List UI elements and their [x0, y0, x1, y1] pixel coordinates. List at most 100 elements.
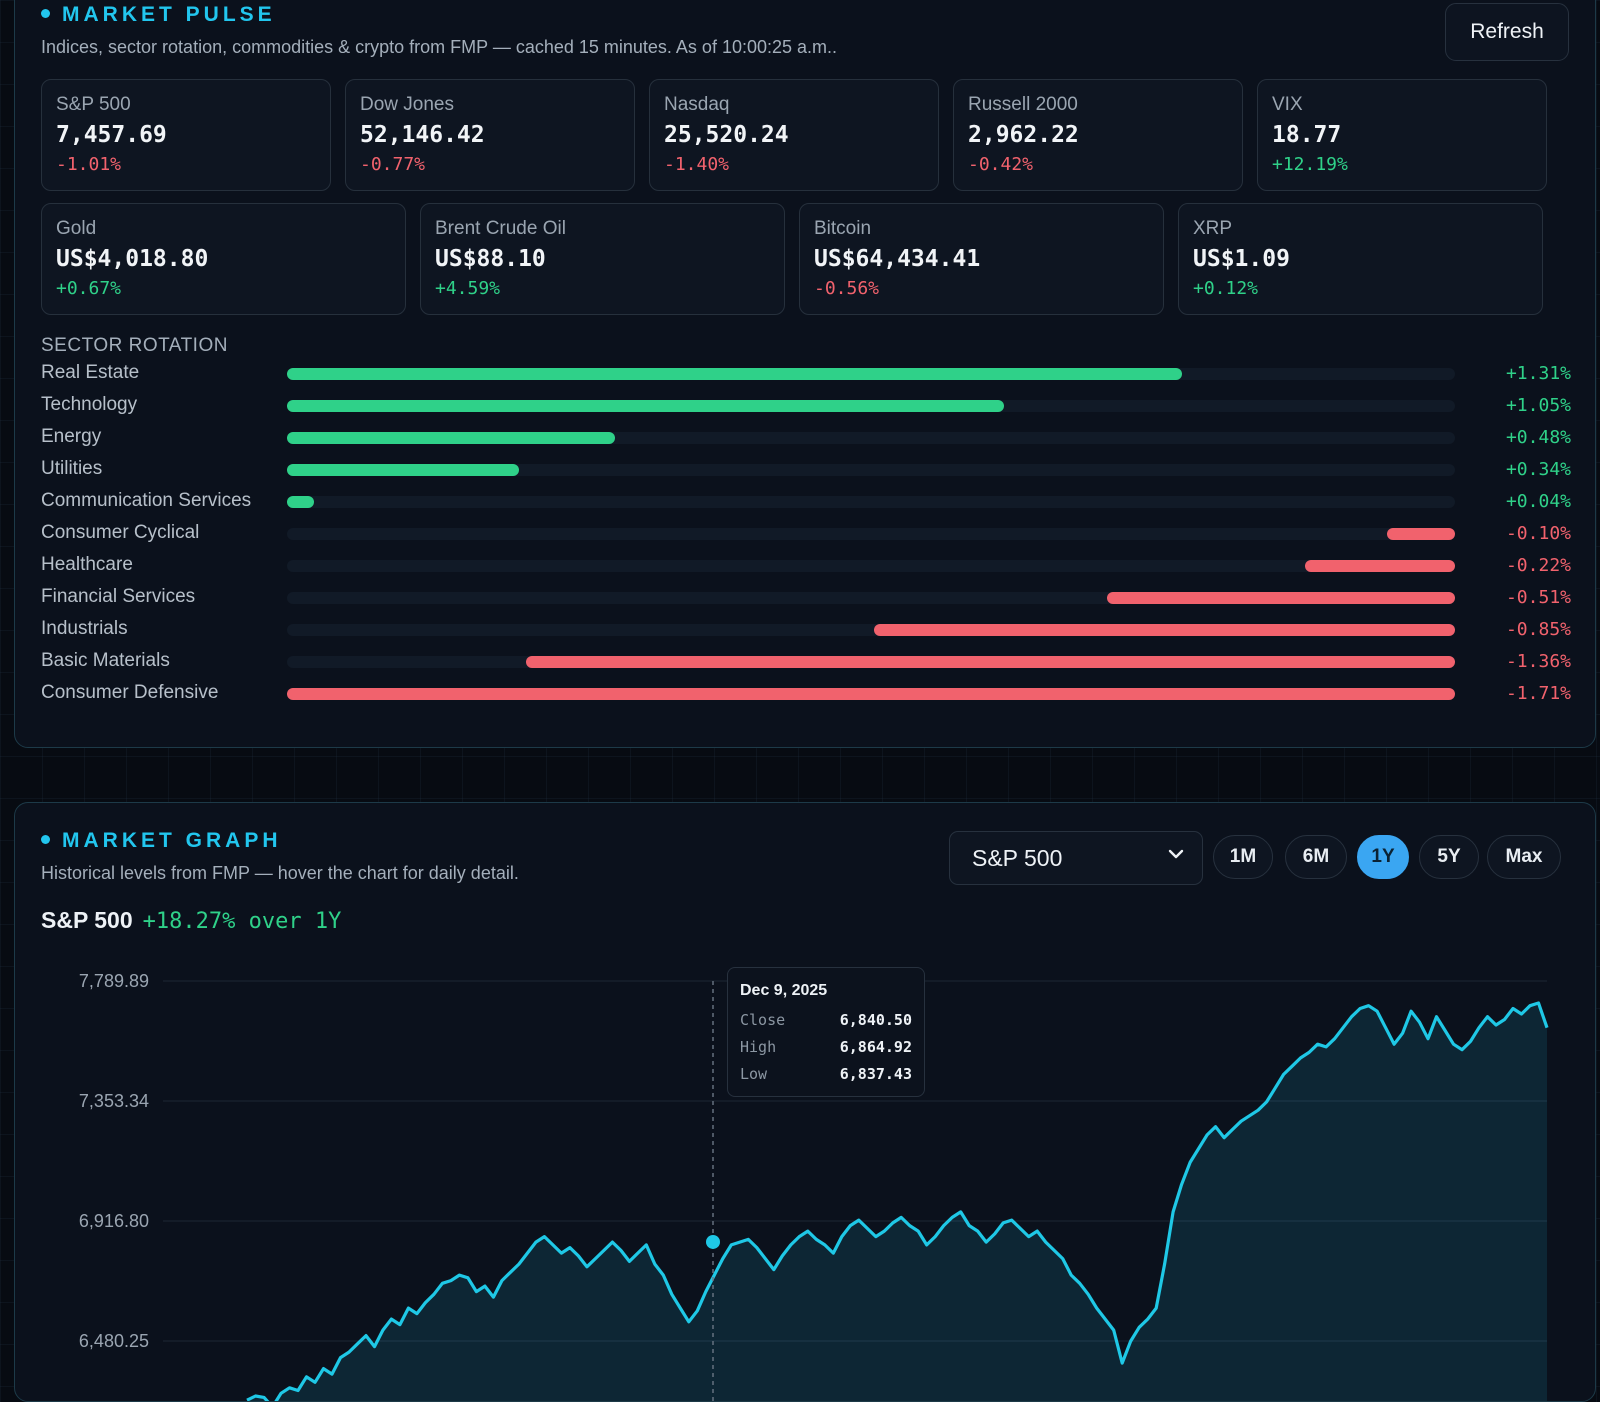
- range-button-1m[interactable]: 1M: [1213, 835, 1273, 879]
- quote-card: Brent Crude Oil US$88.10 +4.59%: [420, 203, 785, 315]
- quote-label: XRP: [1193, 218, 1233, 239]
- sector-name: Financial Services: [41, 586, 196, 607]
- quote-card: Nasdaq 25,520.24 -1.40%: [649, 79, 939, 191]
- sector-name: Industrials: [41, 618, 128, 639]
- market-pulse-title: MARKET PULSE: [41, 3, 276, 27]
- chart-tooltip: Dec 9, 2025 Close 6,840.50 High 6,864.92 L…: [727, 967, 925, 1097]
- sector-name: Communication Services: [41, 490, 252, 511]
- sector-change: -0.10%: [1505, 523, 1571, 544]
- hover-point: [706, 1234, 720, 1249]
- chart-line: [246, 1001, 1549, 1401]
- quote-label: VIX: [1272, 94, 1303, 115]
- quote-label: Bitcoin: [814, 218, 872, 239]
- quote-change: -0.42%: [968, 154, 1034, 175]
- quote-card: S&P 500 7,457.69 -1.01%: [41, 79, 331, 191]
- sector-name: Technology: [41, 394, 138, 415]
- sector-row: Communication Services +0.04%: [41, 487, 1571, 517]
- sector-change: -1.71%: [1505, 683, 1571, 704]
- sector-bar-track: [287, 496, 1455, 508]
- market-line-chart[interactable]: 7,789.89 7,353.34 6,916.80 6,480.25: [15, 803, 1595, 1401]
- chart-area: [247, 1003, 1547, 1401]
- graph-dot-icon: [41, 834, 50, 844]
- sector-change: -0.22%: [1505, 555, 1571, 576]
- sector-name: Real Estate: [41, 362, 140, 383]
- sector-bar: [287, 496, 314, 508]
- refresh-button[interactable]: Refresh: [1445, 3, 1569, 61]
- sector-bar-track: [287, 528, 1455, 540]
- quote-change: -0.56%: [814, 278, 880, 299]
- tooltip-date: Dec 9, 2025: [740, 982, 828, 999]
- quote-value: US$88.10: [435, 246, 546, 272]
- market-pulse-panel: MARKET PULSE Indices, sector rotation, c…: [14, 0, 1596, 748]
- sector-bar-track: [287, 624, 1455, 636]
- range-button-1y[interactable]: 1Y: [1357, 835, 1409, 879]
- sector-change: +1.05%: [1505, 395, 1571, 416]
- sector-name: Basic Materials: [41, 650, 170, 671]
- quote-change: +4.59%: [435, 278, 501, 299]
- market-graph-panel: 7,789.89 7,353.34 6,916.80 6,480.25 MARKET …: [14, 802, 1596, 1402]
- sector-name: Energy: [41, 426, 102, 447]
- quote-label: Dow Jones: [360, 94, 454, 115]
- tooltip-high-value: 6,864.92: [839, 1038, 912, 1056]
- quote-card: Bitcoin US$64,434.41 -0.56%: [799, 203, 1164, 315]
- pulse-dot-icon: [41, 8, 50, 18]
- quote-card: XRP US$1.09 +0.12%: [1178, 203, 1543, 315]
- quote-label: Gold: [56, 218, 97, 239]
- quote-value: 2,962.22: [968, 122, 1079, 148]
- market-pulse-subtitle: Indices, sector rotation, commodities & …: [41, 37, 838, 57]
- range-button-5y[interactable]: 5Y: [1419, 835, 1479, 879]
- sector-row: Industrials -0.85%: [41, 615, 1571, 645]
- quote-value: 18.77: [1272, 122, 1342, 148]
- sector-row: Technology +1.05%: [41, 391, 1571, 421]
- quote-label: S&P 500: [56, 94, 131, 115]
- sector-row: Financial Services -0.51%: [41, 583, 1571, 613]
- sector-row: Basic Materials -1.36%: [41, 647, 1571, 677]
- sector-bar-track: [287, 592, 1455, 604]
- index-select[interactable]: S&P 500: [949, 831, 1203, 885]
- sector-row: Healthcare -0.22%: [41, 551, 1571, 581]
- sector-bar: [1305, 560, 1455, 572]
- sector-row: Consumer Defensive -1.71%: [41, 679, 1571, 709]
- sector-bar: [287, 432, 615, 444]
- sector-name: Consumer Defensive: [41, 682, 219, 703]
- quote-change: +0.67%: [56, 278, 122, 299]
- quote-value: US$4,018.80: [56, 246, 209, 272]
- sector-change: -1.36%: [1505, 651, 1571, 672]
- sector-bar-track: [287, 464, 1455, 476]
- sector-row: Real Estate +1.31%: [41, 359, 1571, 389]
- index-select-value: S&P 500: [972, 845, 1063, 871]
- range-button-6m[interactable]: 6M: [1285, 835, 1347, 879]
- y-tick-label: 7,353.34: [79, 1091, 149, 1111]
- sector-name: Consumer Cyclical: [41, 522, 200, 543]
- quote-change: -1.40%: [664, 154, 730, 175]
- sector-bar: [874, 624, 1455, 636]
- sector-row: Energy +0.48%: [41, 423, 1571, 453]
- sector-name: Healthcare: [41, 554, 133, 575]
- sector-change: -0.85%: [1505, 619, 1571, 640]
- range-button-max[interactable]: Max: [1487, 835, 1561, 879]
- quote-card: VIX 18.77 +12.19%: [1257, 79, 1547, 191]
- tooltip-close-label: Close: [740, 1011, 786, 1029]
- quote-label: Nasdaq: [664, 94, 730, 115]
- quote-card: Gold US$4,018.80 +0.67%: [41, 203, 406, 315]
- quote-card: Russell 2000 2,962.22 -0.42%: [953, 79, 1243, 191]
- quote-value: 25,520.24: [664, 122, 789, 148]
- performance-index-name: S&P 500: [41, 907, 133, 933]
- quote-change: +0.12%: [1193, 278, 1259, 299]
- tooltip-high-label: High: [740, 1038, 777, 1056]
- sector-bar-track: [287, 368, 1455, 380]
- sector-bar-track: [287, 400, 1455, 412]
- sector-bar: [1387, 528, 1455, 540]
- tooltip-low-value: 6,837.43: [839, 1065, 912, 1083]
- performance-change: +18.27% over 1Y: [142, 909, 342, 934]
- market-graph-subtitle: Historical levels from FMP — hover the c…: [41, 863, 519, 883]
- sector-bar: [287, 688, 1455, 700]
- y-tick-label: 6,916.80: [79, 1211, 149, 1231]
- sector-bar: [287, 368, 1182, 380]
- sector-row: Utilities +0.34%: [41, 455, 1571, 485]
- sector-bar-track: [287, 656, 1455, 668]
- quote-change: -1.01%: [56, 154, 122, 175]
- quote-label: Russell 2000: [968, 94, 1078, 115]
- quote-change: +12.19%: [1272, 154, 1348, 175]
- sector-name: Utilities: [41, 458, 103, 479]
